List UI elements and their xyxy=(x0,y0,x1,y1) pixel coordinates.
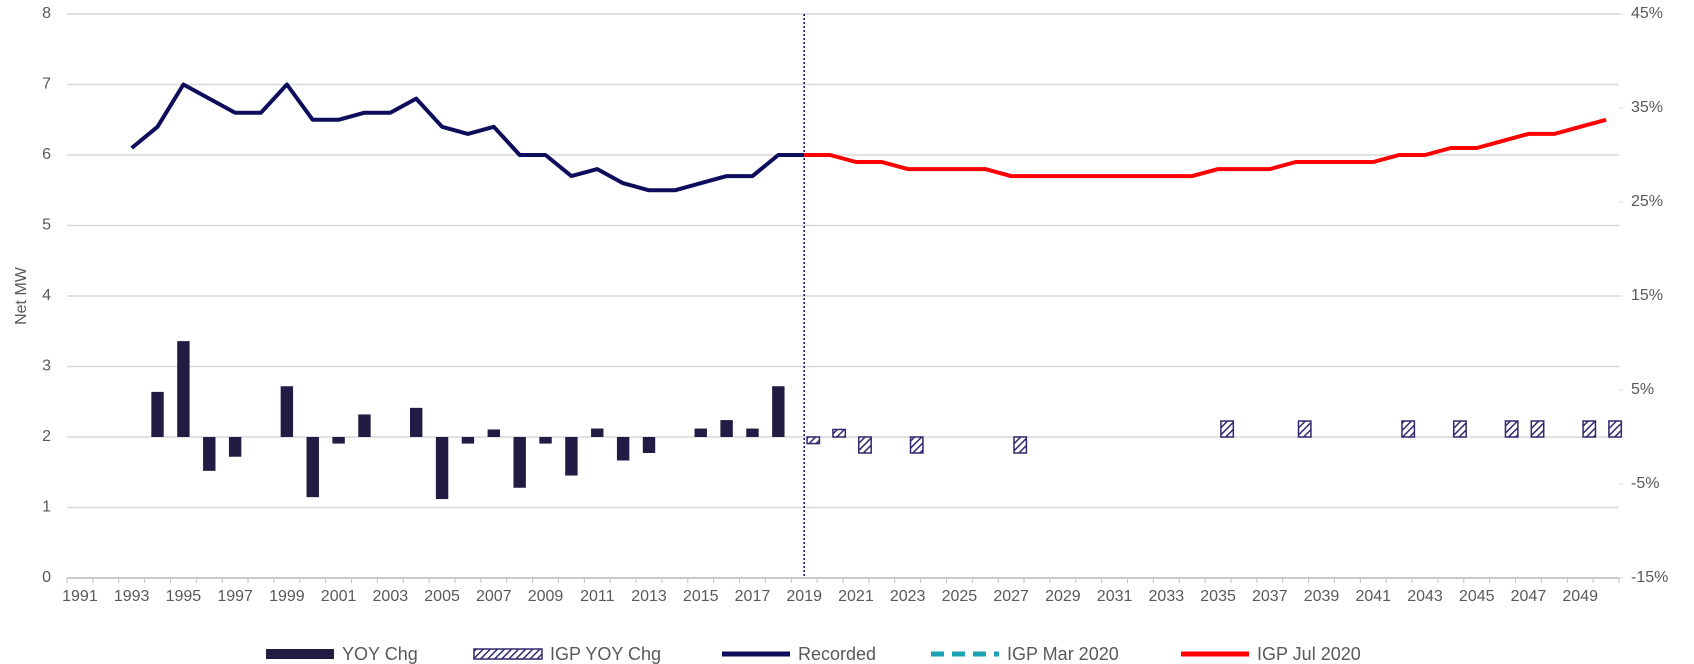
bar xyxy=(306,437,319,498)
legend-label: IGP YOY Chg xyxy=(550,644,661,664)
x-tick-label: 2003 xyxy=(373,588,409,605)
x-tick-label: 2007 xyxy=(476,588,512,605)
x-tick-label: 2039 xyxy=(1304,588,1340,605)
x-tick-label: 2033 xyxy=(1149,588,1185,605)
bar xyxy=(1401,420,1416,438)
y-tick-label: 1 xyxy=(42,499,51,516)
bar xyxy=(1297,420,1312,438)
x-tick-label: 2023 xyxy=(890,588,926,605)
bar xyxy=(151,391,164,437)
legend-label: Recorded xyxy=(798,644,876,664)
x-tick-label: 1995 xyxy=(166,588,202,605)
x-tick-label: 2027 xyxy=(993,588,1029,605)
y2-tick-label: 25% xyxy=(1631,193,1663,210)
y-tick-label: 2 xyxy=(42,428,51,445)
bar xyxy=(858,436,872,454)
bar xyxy=(746,428,759,437)
bar xyxy=(435,437,449,500)
x-tick-label: 2013 xyxy=(631,588,667,605)
line xyxy=(130,82,805,193)
bar xyxy=(694,428,707,437)
x-tick-label: 2005 xyxy=(424,588,460,605)
x-tick-label: 2049 xyxy=(1562,588,1598,605)
legend-label: YOY Chg xyxy=(342,644,418,664)
x-tick-label: 2017 xyxy=(735,588,771,605)
x-tick-label: 2009 xyxy=(528,588,564,605)
bar xyxy=(332,437,345,444)
y-tick-label: 7 xyxy=(42,76,51,93)
bar xyxy=(177,341,190,437)
bar xyxy=(513,437,526,488)
x-tick-label: 1997 xyxy=(217,588,253,605)
bar xyxy=(461,437,475,444)
y-axis-label: Net MW xyxy=(13,266,30,325)
bar xyxy=(616,437,630,461)
bar xyxy=(539,437,552,444)
bar xyxy=(280,386,294,437)
legend-label: IGP Jul 2020 xyxy=(1257,644,1361,664)
bar xyxy=(565,437,578,476)
y2-tick-label: 45% xyxy=(1631,5,1663,22)
x-tick-label: 2019 xyxy=(786,588,822,605)
y2-tick-label: 35% xyxy=(1631,99,1663,116)
bar xyxy=(591,428,604,437)
legend-swatch xyxy=(266,649,334,659)
x-tick-label: 2043 xyxy=(1407,588,1443,605)
y-tick-label: 4 xyxy=(42,287,51,304)
x-tick-label: 2029 xyxy=(1045,588,1081,605)
x-tick-label: 2031 xyxy=(1097,588,1133,605)
bar xyxy=(487,429,501,437)
bar xyxy=(772,386,785,437)
bar xyxy=(409,407,423,437)
bar xyxy=(720,420,733,437)
y-tick-label: 8 xyxy=(42,5,51,22)
bar xyxy=(228,437,242,457)
bar xyxy=(832,428,847,438)
x-tick-label: 2035 xyxy=(1200,588,1236,605)
x-tick-label: 2041 xyxy=(1355,588,1391,605)
x-tick-label: 1993 xyxy=(114,588,150,605)
x-tick-label: 2011 xyxy=(580,588,615,605)
line xyxy=(804,117,1607,179)
bar xyxy=(1582,420,1597,438)
x-tick-label: 2015 xyxy=(683,588,719,605)
bar xyxy=(1452,420,1467,438)
x-tick-label: 2025 xyxy=(942,588,978,605)
x-tick-label: 2037 xyxy=(1252,588,1288,605)
bar xyxy=(203,437,216,471)
bar xyxy=(358,414,371,437)
y-tick-label: 0 xyxy=(42,569,51,586)
y2-tick-label: 5% xyxy=(1631,381,1654,398)
bar xyxy=(1608,420,1623,438)
legend-swatch xyxy=(473,648,543,660)
x-tick-label: 1991 xyxy=(62,588,98,605)
x-tick-label: 2047 xyxy=(1511,588,1547,605)
bar xyxy=(1013,436,1028,454)
y2-tick-label: 15% xyxy=(1631,287,1663,304)
y2-tick-label: -15% xyxy=(1631,569,1668,586)
bar xyxy=(1504,420,1519,438)
bar xyxy=(642,437,656,453)
x-tick-label: 2001 xyxy=(321,588,357,605)
bar xyxy=(909,436,924,454)
y-tick-label: 3 xyxy=(42,358,51,375)
bar xyxy=(806,436,821,445)
legend-label: IGP Mar 2020 xyxy=(1007,644,1119,664)
x-tick-label: 1999 xyxy=(269,588,305,605)
y2-tick-label: -5% xyxy=(1631,475,1659,492)
bar xyxy=(1530,420,1545,438)
y-tick-label: 6 xyxy=(42,146,51,163)
x-tick-label: 2021 xyxy=(838,588,874,605)
x-tick-label: 2045 xyxy=(1459,588,1495,605)
y-tick-label: 5 xyxy=(42,217,51,234)
bar xyxy=(1220,420,1235,438)
